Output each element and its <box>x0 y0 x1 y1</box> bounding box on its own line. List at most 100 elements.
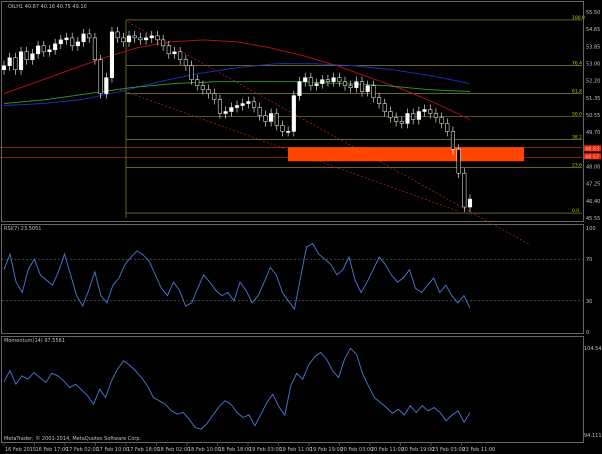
fib-level-label: 100.0 <box>572 15 585 21</box>
rsi-tick: 100 <box>586 226 596 232</box>
candle-up <box>297 81 302 96</box>
trend-line-dotted <box>127 21 531 246</box>
candle-up <box>30 53 35 61</box>
candle-down <box>200 85 205 90</box>
candle-down <box>217 99 223 114</box>
candle-up <box>223 111 228 114</box>
candle-up <box>354 81 359 88</box>
candle-up <box>320 79 325 84</box>
candle-down <box>189 65 194 80</box>
fib-level-label: 38.2 <box>572 134 582 140</box>
candle-down <box>439 117 444 124</box>
candle-down <box>166 45 171 55</box>
current-price-box <box>584 153 601 160</box>
momentum-info-label: Momentum(14) 97.5561 <box>4 338 65 344</box>
moving-average-green-line <box>3 81 471 105</box>
time-tick-label: 19 Feb 03:00 <box>249 447 282 453</box>
rsi-line <box>3 243 471 311</box>
support-zone-box <box>288 147 524 162</box>
fib-level-label: 61.8 <box>572 89 582 95</box>
candle-down <box>92 37 97 61</box>
momentum-tick: 104.5430 <box>584 346 602 352</box>
candle-up <box>229 107 234 112</box>
trend-channel[interactable] <box>0 21 582 246</box>
candle-down <box>41 45 46 53</box>
candle-down <box>155 35 160 41</box>
current-price-label: 48.83 <box>585 146 599 152</box>
moving-average-red-line <box>3 39 471 120</box>
candle-up <box>422 109 427 112</box>
time-tick-label: 19 Feb 11:00 <box>280 447 313 453</box>
candle-down <box>121 37 126 43</box>
time-tick-label: 20 Feb 11:00 <box>371 447 404 453</box>
candle-down <box>98 59 103 94</box>
candle-down <box>433 113 438 118</box>
momentum-line <box>3 347 471 430</box>
candle-down <box>70 37 75 47</box>
candle-down <box>377 97 382 104</box>
price-tick: 54.65 <box>586 27 600 33</box>
fibonacci-retracement[interactable]: 100.0 76.4 61.8 50.0 38.2 23.6 0.0 <box>125 15 585 218</box>
price-tick: 55.50 <box>586 10 600 16</box>
candle-up <box>53 43 58 51</box>
price-tick: 49.70 <box>586 130 600 136</box>
price-axis: 55.50 54.65 53.85 53.00 52.20 51.35 50.55 49.70… <box>584 10 601 222</box>
time-tick-label: 23 Feb 03:00 <box>432 447 465 453</box>
candle-up <box>291 95 296 132</box>
candle-down <box>138 37 143 41</box>
candle-down <box>337 77 342 82</box>
candle-down <box>206 89 211 94</box>
main-info-label: OILH1 40.87 40.16 40.75 49.10 <box>8 4 87 10</box>
candle-up <box>18 51 24 70</box>
copyright-label: MetaTrader, © 2001-2014, MetaQuotes Soft… <box>4 435 142 442</box>
candle-up <box>7 57 12 66</box>
candle-down <box>308 77 313 86</box>
candle-up <box>467 198 473 208</box>
time-tick-label: 17 Feb 02:00 <box>66 447 99 453</box>
candle-up <box>405 113 410 124</box>
candle-down <box>428 109 433 114</box>
rsi-info-label: RSI(7) 23.5051 <box>4 226 41 232</box>
candle-down <box>399 121 404 124</box>
candle-up <box>246 101 251 104</box>
fib-level-label: 50.0 <box>572 111 582 117</box>
candle-down <box>456 149 461 174</box>
price-tick: 53.00 <box>586 62 600 68</box>
time-tick-label: 20 Feb 19:00 <box>402 447 435 453</box>
candle-down <box>195 79 200 86</box>
rsi-tick: 70 <box>586 257 592 263</box>
rsi-indicator: 100 70 30 0 <box>2 226 596 336</box>
candle-up <box>416 111 421 120</box>
candle-up <box>36 45 41 55</box>
candle-up <box>1 65 7 70</box>
price-tick: 47.25 <box>586 182 600 188</box>
candle-up <box>104 77 109 94</box>
candle-down <box>388 111 393 118</box>
current-price-box <box>584 145 601 152</box>
price-tick: 52.20 <box>586 79 600 85</box>
candle-up <box>303 77 308 82</box>
candle-down <box>251 101 257 108</box>
candle-up <box>286 131 291 133</box>
momentum-indicator: 104.5430 94.1113 <box>3 346 602 439</box>
candle-down <box>411 113 416 120</box>
fib-level-label: 23.6 <box>572 162 582 168</box>
candle-down <box>445 123 450 132</box>
candle-up <box>58 39 63 45</box>
time-tick-label: 16 Feb 17:00 <box>36 447 69 453</box>
candle-down <box>371 85 376 98</box>
time-tick-label: 19 Feb 19:00 <box>310 447 343 453</box>
candle-up <box>314 83 319 86</box>
rsi-tick: 0 <box>586 330 589 336</box>
candle-up <box>269 113 274 122</box>
rsi-panel-border <box>1 224 584 334</box>
candle-down <box>280 125 285 132</box>
candlesticks <box>1 26 473 213</box>
candle-up <box>365 85 370 92</box>
price-tick: 48.00 <box>586 165 600 171</box>
candle-down <box>263 115 268 122</box>
time-tick-label: 18 Feb 10:00 <box>188 447 221 453</box>
momentum-tick: 94.1113 <box>584 433 602 439</box>
candle-down <box>178 51 183 61</box>
